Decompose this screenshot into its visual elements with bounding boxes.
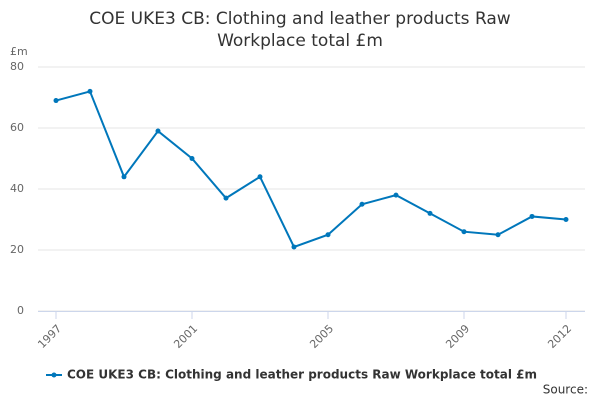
data-point — [359, 201, 365, 207]
y-tick-label: 0 — [17, 304, 24, 317]
data-point — [325, 232, 331, 238]
data-point — [291, 244, 297, 250]
data-point — [393, 192, 399, 198]
data-point — [461, 229, 467, 235]
chart-title: COE UKE3 CB: Clothing and leather produc… — [89, 9, 511, 51]
x-tick-label: 2009 — [443, 322, 472, 351]
y-tick-label: 80 — [10, 60, 24, 73]
data-point — [529, 213, 535, 219]
y-tick-label: 20 — [10, 243, 24, 256]
data-point — [257, 174, 263, 180]
x-tick-label: 2001 — [171, 322, 200, 351]
x-tick-label: 2012 — [545, 322, 574, 351]
source: Source: — [543, 383, 588, 397]
data-point — [495, 232, 501, 238]
data-point — [563, 217, 569, 222]
series-line — [55, 90, 567, 249]
data-point — [427, 210, 433, 216]
legend-marker — [51, 372, 57, 378]
data-point — [121, 174, 127, 180]
data-point — [53, 98, 59, 104]
x-tick-label: 2005 — [307, 322, 336, 351]
data-point — [87, 88, 93, 94]
data-point — [189, 156, 195, 161]
y-tick-label: 60 — [10, 121, 24, 134]
y-tick-label: 40 — [10, 182, 24, 195]
data-point — [155, 128, 161, 134]
x-tick-label: 1997 — [35, 322, 64, 351]
y-axis-label: £m — [10, 45, 28, 58]
legend-label: COE UKE3 CB: Clothing and leather produc… — [67, 368, 537, 382]
data-point — [223, 195, 229, 201]
